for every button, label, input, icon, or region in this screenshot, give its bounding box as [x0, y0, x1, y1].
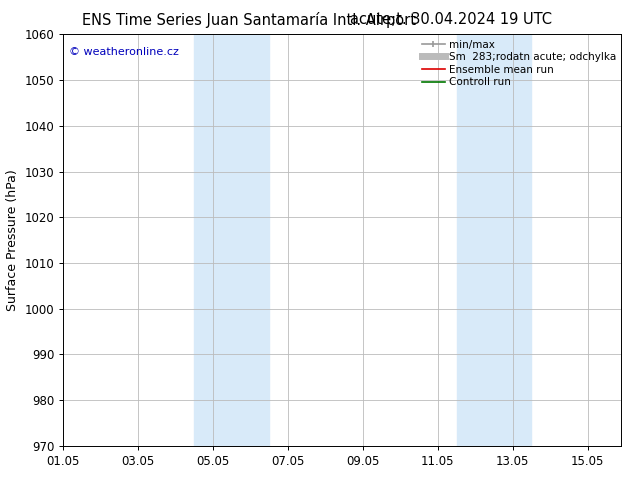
Bar — [456, 34, 531, 446]
Y-axis label: Surface Pressure (hPa): Surface Pressure (hPa) — [6, 169, 19, 311]
Bar — [195, 34, 269, 446]
Text: © weatheronline.cz: © weatheronline.cz — [69, 47, 179, 57]
Text: acute;t. 30.04.2024 19 UTC: acute;t. 30.04.2024 19 UTC — [349, 12, 552, 27]
Legend: min/max, Sm  283;rodatn acute; odchylka, Ensemble mean run, Controll run: min/max, Sm 283;rodatn acute; odchylka, … — [422, 40, 616, 87]
Text: ENS Time Series Juan Santamaría Intl. Airport: ENS Time Series Juan Santamaría Intl. Ai… — [82, 12, 417, 28]
